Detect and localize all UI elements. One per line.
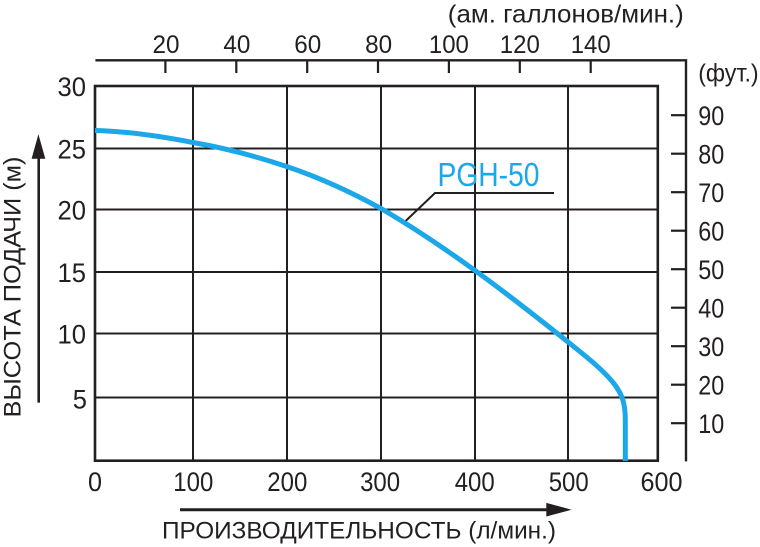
svg-text:10: 10	[698, 409, 724, 439]
svg-text:60: 60	[294, 31, 321, 59]
svg-text:600: 600	[641, 467, 683, 497]
svg-text:200: 200	[267, 467, 307, 497]
svg-text:15: 15	[58, 258, 87, 288]
svg-text:20: 20	[153, 31, 180, 59]
svg-text:20: 20	[58, 196, 87, 226]
svg-text:40: 40	[698, 294, 724, 324]
svg-text:20: 20	[698, 371, 724, 401]
svg-text:30: 30	[58, 72, 87, 102]
svg-text:10: 10	[58, 320, 87, 350]
svg-text:80: 80	[365, 31, 392, 59]
svg-text:(ам. галлонов/мин.): (ам. галлонов/мин.)	[448, 1, 684, 29]
svg-text:(фут.): (фут.)	[698, 60, 759, 88]
svg-text:40: 40	[223, 31, 250, 59]
svg-text:90: 90	[698, 101, 724, 131]
svg-text:PGH-50: PGH-50	[438, 156, 540, 193]
svg-text:140: 140	[571, 31, 611, 59]
svg-text:100: 100	[173, 467, 213, 497]
svg-text:500: 500	[549, 467, 589, 497]
svg-text:70: 70	[698, 178, 724, 208]
svg-text:400: 400	[455, 467, 495, 497]
svg-text:5: 5	[73, 384, 87, 414]
svg-text:30: 30	[698, 332, 724, 362]
svg-text:300: 300	[360, 467, 400, 497]
svg-text:0: 0	[88, 467, 102, 497]
svg-text:25: 25	[58, 135, 87, 165]
svg-text:60: 60	[698, 217, 724, 247]
svg-text:80: 80	[698, 140, 724, 170]
svg-text:ПРОИЗВОДИТЕЛЬНОСТЬ (л/мин.): ПРОИЗВОДИТЕЛЬНОСТЬ (л/мин.)	[162, 518, 556, 545]
svg-text:100: 100	[429, 31, 469, 59]
svg-text:ВЫСОТА ПОДАЧИ (м): ВЫСОТА ПОДАЧИ (м)	[0, 157, 27, 418]
svg-text:120: 120	[500, 31, 540, 59]
svg-text:50: 50	[698, 255, 724, 285]
